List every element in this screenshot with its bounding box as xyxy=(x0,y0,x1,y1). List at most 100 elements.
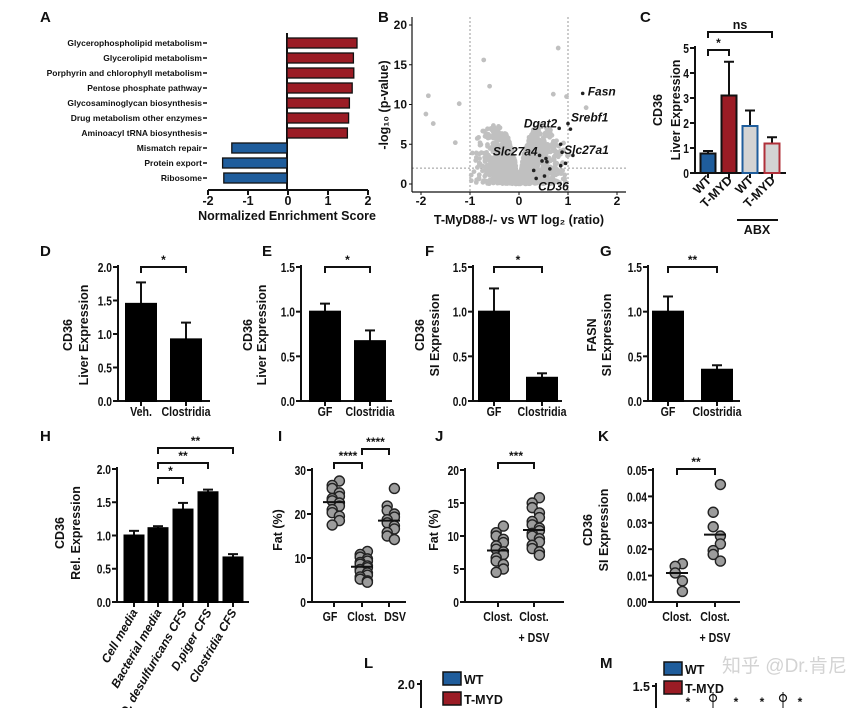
chart-i xyxy=(307,448,406,607)
volcano-point xyxy=(503,158,509,163)
volcano-point xyxy=(521,151,527,157)
y-tick-label: 1.0 xyxy=(98,329,112,342)
volcano-point xyxy=(559,168,565,174)
significance-bracket xyxy=(157,462,209,469)
highlighted-gene-point xyxy=(566,121,570,126)
category-label: Ribosome xyxy=(161,173,202,183)
significance-bracket xyxy=(157,447,234,454)
highlighted-gene-point xyxy=(571,153,575,158)
volcano-point xyxy=(535,170,541,175)
volcano-point xyxy=(562,181,568,187)
volcano-point xyxy=(488,163,494,169)
volcano-point xyxy=(535,130,541,136)
y-tick-label: 1 xyxy=(683,143,689,156)
legend-label: WT xyxy=(464,673,484,687)
y-axis-title: FASN xyxy=(585,318,599,351)
volcano-point xyxy=(487,83,492,89)
chart-f xyxy=(468,265,562,406)
volcano-point xyxy=(525,167,531,172)
volcano-point xyxy=(527,155,533,161)
y-tick-label: 1.5 xyxy=(633,680,650,694)
y-tick-label: 1.0 xyxy=(628,307,642,320)
highlighted-gene-point xyxy=(545,159,549,164)
volcano-point xyxy=(489,127,495,133)
bar xyxy=(197,491,219,603)
y-axis-title: CD36 xyxy=(651,94,665,126)
x-tick-label: Clost. xyxy=(347,610,377,624)
highlighted-gene-point xyxy=(537,153,542,158)
x-tick-label: Clost. xyxy=(700,610,730,624)
highlighted-gene-point xyxy=(558,142,563,147)
significance-bracket xyxy=(707,49,730,56)
bar xyxy=(222,556,244,604)
significance-bracket xyxy=(361,448,390,455)
volcano-point xyxy=(562,176,567,182)
x-tick-label: Clostridia xyxy=(346,405,395,419)
category-label: Protein export xyxy=(144,158,202,168)
y-axis-title: SI Expression xyxy=(600,294,614,377)
panel-label-i: I xyxy=(278,428,282,445)
y-tick-label: 10 xyxy=(295,553,306,566)
y-axis-title: CD36 xyxy=(53,517,67,549)
volcano-point xyxy=(473,150,479,156)
volcano-point xyxy=(483,164,489,169)
legend-swatch xyxy=(442,671,462,686)
volcano-point xyxy=(473,179,479,185)
volcano-point xyxy=(539,124,544,130)
bar xyxy=(172,508,194,603)
bar xyxy=(286,127,349,139)
bar xyxy=(701,368,733,403)
significance-bracket xyxy=(493,266,543,273)
y-axis-title: Fat (%) xyxy=(427,509,441,551)
volcano-point xyxy=(498,161,504,167)
bar xyxy=(231,142,288,154)
volcano-point xyxy=(549,176,555,182)
category-label: Pentose phosphate pathway xyxy=(87,83,202,93)
bar xyxy=(286,112,350,124)
volcano-point xyxy=(534,141,540,147)
data-point xyxy=(361,576,374,588)
volcano-point xyxy=(480,128,486,134)
y-axis-title: Rel. Expression xyxy=(69,486,83,580)
volcano-point xyxy=(535,149,541,155)
volcano-point xyxy=(473,158,479,163)
volcano-point xyxy=(474,136,480,141)
bar xyxy=(478,310,510,402)
data-point xyxy=(707,521,719,533)
chart-k xyxy=(648,468,740,607)
y-tick-label: 4 xyxy=(683,68,689,81)
volcano-point xyxy=(514,180,520,186)
x-tick-label: Clost. xyxy=(662,610,692,624)
y-axis-title: SI Expression xyxy=(597,489,611,572)
significance-label: ** xyxy=(191,434,201,448)
significance-label: * xyxy=(516,253,521,267)
volcano-point xyxy=(508,173,514,179)
y-tick-label: 0.5 xyxy=(97,564,112,577)
y-tick-label: 0.0 xyxy=(281,396,295,409)
bar xyxy=(123,534,145,603)
x-tick-label: Clost. xyxy=(519,610,549,624)
volcano-point xyxy=(483,171,489,177)
y-axis-title: -log₁₀ (p-value) xyxy=(377,60,391,149)
volcano-point xyxy=(471,169,477,174)
volcano-point xyxy=(528,146,534,152)
legend-swatch xyxy=(663,661,683,676)
highlighted-gene-point xyxy=(544,156,548,161)
y-tick-label: 20 xyxy=(295,509,306,522)
volcano-point xyxy=(499,148,504,154)
chart-c xyxy=(690,31,786,221)
category-label: Porphyrin and chlorophyll metabolism xyxy=(47,68,203,78)
x-tick-label: + DSV xyxy=(700,631,731,645)
y-tick-label: 1.0 xyxy=(97,531,111,544)
y-tick-label: 0 xyxy=(683,168,689,181)
data-point xyxy=(388,533,401,546)
volcano-point xyxy=(544,129,549,135)
volcano-point xyxy=(490,133,496,139)
x-tick-label: -1 xyxy=(242,194,253,208)
significance-label: ** xyxy=(688,253,698,267)
volcano-point xyxy=(506,144,512,149)
significance-bracket xyxy=(676,468,716,475)
volcano-point xyxy=(520,173,525,179)
x-axis-title: T-MyD88-/- vs WT log₂ (ratio) xyxy=(434,213,604,227)
